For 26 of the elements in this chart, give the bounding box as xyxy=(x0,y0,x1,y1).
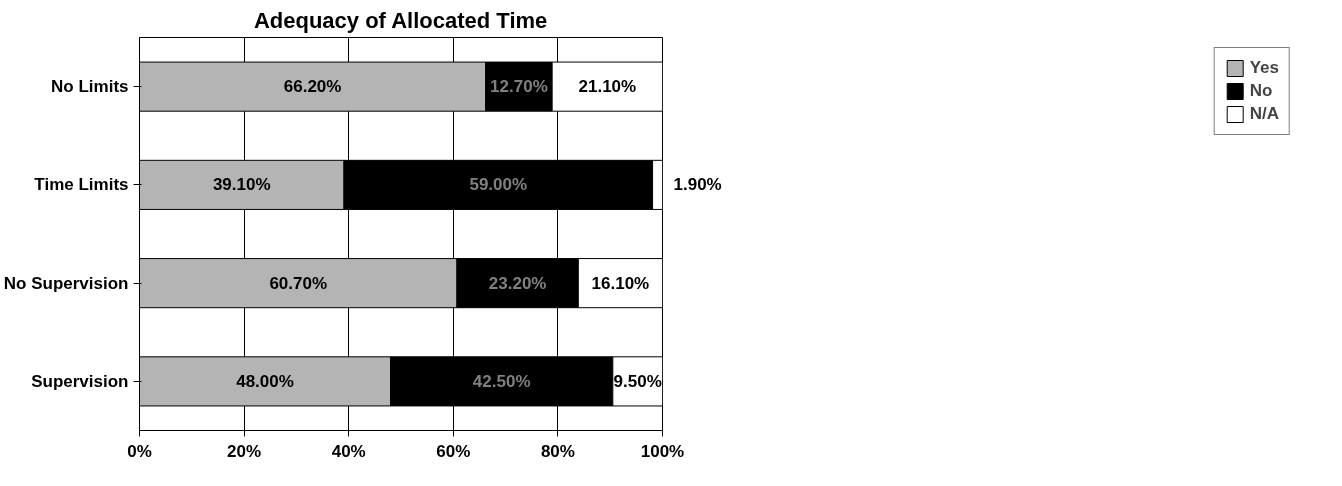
data-label: 48.00% xyxy=(236,371,294,391)
x-tick-label: 80% xyxy=(540,441,575,461)
chart-title: Adequacy of Allocated Time xyxy=(253,7,548,33)
y-tick-label: No Limits xyxy=(51,77,129,97)
legend-label: N/A xyxy=(1249,104,1279,124)
data-label: 23.20% xyxy=(488,273,547,293)
y-tick-label: Supervision xyxy=(31,371,129,391)
x-tick-label: 100% xyxy=(640,441,685,461)
data-label: 16.10% xyxy=(591,273,650,293)
data-label: 21.10% xyxy=(578,77,637,97)
legend-label: Yes xyxy=(1249,58,1279,78)
x-tick-label: 60% xyxy=(436,441,471,461)
data-label: 9.50% xyxy=(613,371,662,391)
data-label: 42.50% xyxy=(472,371,531,391)
data-label: 59.00% xyxy=(469,175,528,195)
data-label: 66.20% xyxy=(283,77,342,97)
data-label: 1.90% xyxy=(673,175,722,195)
legend-label: No xyxy=(1249,81,1273,101)
x-tick-label: 0% xyxy=(127,441,152,461)
y-tick-label: No Supervision xyxy=(3,273,129,293)
x-tick-label: 20% xyxy=(227,441,262,461)
data-label: 39.10% xyxy=(212,175,271,195)
data-label: 60.70% xyxy=(269,273,328,293)
x-tick-label: 40% xyxy=(331,441,366,461)
data-label: 12.70% xyxy=(490,77,548,97)
y-tick-label: Time Limits xyxy=(34,175,129,195)
